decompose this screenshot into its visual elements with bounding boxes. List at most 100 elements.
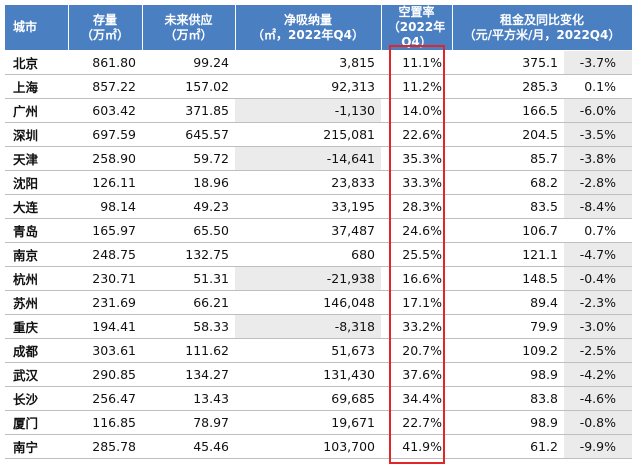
table-row: 北京 861.80 99.24 3,815 11.1% 375.1 -3.7% — [5, 50, 632, 75]
cell-absorption: -1,130 — [235, 98, 381, 123]
cell-supply: 111.62 — [142, 338, 235, 363]
cell-rent: 98.9 — [452, 362, 564, 387]
cell-city: 北京 — [5, 50, 68, 75]
cell-stock: 603.42 — [68, 98, 142, 123]
header-vacancy-title: 空置率 — [398, 5, 435, 19]
cell-supply: 13.43 — [142, 386, 235, 411]
cell-city: 重庆 — [5, 314, 68, 339]
table-row: 厦门 116.85 78.97 19,671 22.7% 98.9 -0.8% — [5, 410, 632, 435]
cell-rent-yoy: -3.7% — [564, 50, 632, 75]
cell-supply: 18.96 — [142, 170, 235, 195]
cell-rent-yoy: 0.7% — [564, 218, 632, 243]
cell-supply: 99.24 — [142, 50, 235, 75]
cell-vacancy: 24.6% — [381, 218, 452, 243]
cell-stock: 861.80 — [68, 50, 142, 75]
header-city-label: 城市 — [13, 20, 38, 34]
cell-supply: 134.27 — [142, 362, 235, 387]
cell-absorption: 51,673 — [235, 338, 381, 363]
cell-rent-yoy: -3.0% — [564, 314, 632, 339]
table-row: 大连 98.14 49.23 33,195 28.3% 83.5 -8.4% — [5, 194, 632, 219]
cell-supply: 58.33 — [142, 314, 235, 339]
table-row: 广州 603.42 371.85 -1,130 14.0% 166.5 -6.0% — [5, 98, 632, 123]
table-row: 苏州 231.69 66.21 146,048 17.1% 89.4 -2.3% — [5, 290, 632, 315]
cell-supply: 45.46 — [142, 434, 235, 459]
cell-absorption: 92,313 — [235, 74, 381, 99]
header-supply-unit: （万㎡） — [164, 27, 213, 42]
cell-city: 南京 — [5, 242, 68, 267]
table-row: 杭州 230.71 51.31 -21,938 16.6% 148.5 -0.4% — [5, 266, 632, 291]
cell-vacancy: 14.0% — [381, 98, 452, 123]
cell-absorption: 33,195 — [235, 194, 381, 219]
header-supply: 未来供应 （万㎡） — [142, 5, 236, 51]
cell-city: 长沙 — [5, 386, 68, 411]
cell-city: 大连 — [5, 194, 68, 219]
cell-rent-yoy: 0.1% — [564, 74, 632, 99]
cell-absorption: 131,430 — [235, 362, 381, 387]
table-row: 天津 258.90 59.72 -14,641 35.3% 85.7 -3.8% — [5, 146, 632, 171]
cell-vacancy: 11.2% — [381, 74, 452, 99]
cell-supply: 132.75 — [142, 242, 235, 267]
table-row: 上海 857.22 157.02 92,313 11.2% 285.3 0.1% — [5, 74, 632, 99]
cell-absorption: 19,671 — [235, 410, 381, 435]
cell-vacancy: 28.3% — [381, 194, 452, 219]
table-row: 武汉 290.85 134.27 131,430 37.6% 98.9 -4.2% — [5, 362, 632, 387]
cell-supply: 66.21 — [142, 290, 235, 315]
cell-city: 苏州 — [5, 290, 68, 315]
cell-rent: 85.7 — [452, 146, 564, 171]
cell-vacancy: 22.7% — [381, 410, 452, 435]
cell-rent-yoy: -2.5% — [564, 338, 632, 363]
office-market-table: 城市 存量 （万㎡） 未来供应 （万㎡） 净吸纳量 （㎡，2022年Q4） 空置率 （2… — [5, 5, 633, 459]
header-rent-title: 租金及同比变化 — [499, 12, 584, 27]
cell-vacancy: 34.4% — [381, 386, 452, 411]
cell-rent-yoy: -4.2% — [564, 362, 632, 387]
cell-stock: 256.47 — [68, 386, 142, 411]
table-row: 成都 303.61 111.62 51,673 20.7% 109.2 -2.5% — [5, 338, 632, 363]
header-rent: 租金及同比变化 （元/平方米/月，2022Q4） — [452, 5, 633, 51]
cell-city: 厦门 — [5, 410, 68, 435]
header-city: 城市 — [5, 5, 69, 51]
cell-absorption: 103,700 — [235, 434, 381, 459]
header-vacancy: 空置率 （2022年Q4） — [381, 5, 453, 51]
cell-rent: 109.2 — [452, 338, 564, 363]
cell-stock: 290.85 — [68, 362, 142, 387]
table-row: 深圳 697.59 645.57 215,081 22.6% 204.5 -3.5% — [5, 122, 632, 147]
cell-absorption: 37,487 — [235, 218, 381, 243]
header-row: 城市 存量 （万㎡） 未来供应 （万㎡） 净吸纳量 （㎡，2022年Q4） 空置率 （2… — [5, 5, 633, 51]
cell-vacancy: 11.1% — [381, 50, 452, 75]
table-row: 南宁 285.78 45.46 103,700 41.9% 61.2 -9.9% — [5, 434, 632, 459]
cell-rent: 148.5 — [452, 266, 564, 291]
cell-stock: 248.75 — [68, 242, 142, 267]
cell-city: 深圳 — [5, 122, 68, 147]
header-stock-unit: （万㎡） — [80, 27, 129, 42]
header-rent-unit: （元/平方米/月，2022Q4） — [463, 27, 621, 42]
cell-absorption: 23,833 — [235, 170, 381, 195]
cell-stock: 697.59 — [68, 122, 142, 147]
cell-rent: 121.1 — [452, 242, 564, 267]
cell-vacancy: 17.1% — [381, 290, 452, 315]
header-stock-title: 存量 — [92, 12, 117, 27]
cell-vacancy: 33.3% — [381, 170, 452, 195]
cell-city: 广州 — [5, 98, 68, 123]
cell-city: 青岛 — [5, 218, 68, 243]
cell-rent-yoy: -0.4% — [564, 266, 632, 291]
cell-rent-yoy: -8.4% — [564, 194, 632, 219]
cell-rent: 61.2 — [452, 434, 564, 459]
cell-supply: 157.02 — [142, 74, 235, 99]
cell-rent: 106.7 — [452, 218, 564, 243]
cell-stock: 194.41 — [68, 314, 142, 339]
cell-supply: 59.72 — [142, 146, 235, 171]
cell-city: 成都 — [5, 338, 68, 363]
cell-supply: 65.50 — [142, 218, 235, 243]
cell-vacancy: 37.6% — [381, 362, 452, 387]
header-absorption: 净吸纳量 （㎡，2022年Q4） — [235, 5, 382, 51]
header-vacancy-unit: （2022年Q4） — [387, 20, 446, 49]
table-row: 青岛 165.97 65.50 37,487 24.6% 106.7 0.7% — [5, 218, 632, 243]
cell-supply: 49.23 — [142, 194, 235, 219]
cell-rent: 204.5 — [452, 122, 564, 147]
cell-rent: 166.5 — [452, 98, 564, 123]
cell-absorption: 69,685 — [235, 386, 381, 411]
cell-supply: 51.31 — [142, 266, 235, 291]
cell-supply: 78.97 — [142, 410, 235, 435]
cell-supply: 645.57 — [142, 122, 235, 147]
cell-rent-yoy: -3.5% — [564, 122, 632, 147]
